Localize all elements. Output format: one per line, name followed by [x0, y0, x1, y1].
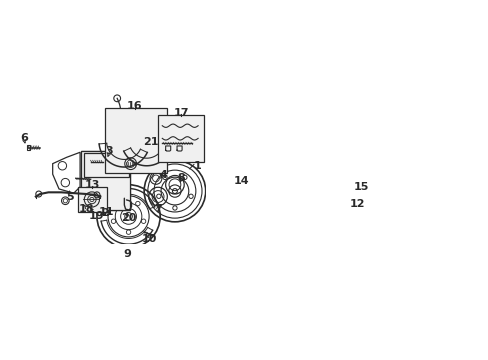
Text: 20: 20	[121, 213, 136, 224]
Text: 5: 5	[65, 192, 73, 202]
Text: 9: 9	[123, 249, 131, 259]
Text: 8: 8	[177, 172, 185, 183]
Bar	[81, 151, 129, 210]
Text: 7: 7	[154, 204, 162, 214]
Text: 21: 21	[143, 137, 159, 147]
Text: 12: 12	[349, 199, 365, 209]
Text: 19: 19	[88, 211, 104, 221]
Text: 14: 14	[234, 176, 249, 185]
Bar	[350, 188, 355, 194]
Text: 6: 6	[20, 133, 28, 143]
Bar	[104, 108, 166, 174]
Text: 13: 13	[84, 180, 100, 190]
Text: 10: 10	[142, 234, 157, 244]
Text: 4: 4	[159, 171, 167, 180]
Bar	[158, 115, 203, 162]
Text: 18: 18	[79, 204, 94, 214]
Text: 17: 17	[173, 108, 189, 118]
Text: 2: 2	[102, 208, 109, 218]
Bar	[78, 187, 106, 212]
Text: 16: 16	[127, 101, 142, 111]
Bar	[26, 145, 30, 150]
Text: 11: 11	[99, 207, 114, 217]
Bar	[228, 183, 254, 203]
Text: 1: 1	[193, 161, 201, 171]
Text: 15: 15	[352, 182, 368, 192]
Text: 3: 3	[105, 146, 113, 156]
Bar	[81, 151, 129, 210]
Bar	[84, 153, 129, 177]
